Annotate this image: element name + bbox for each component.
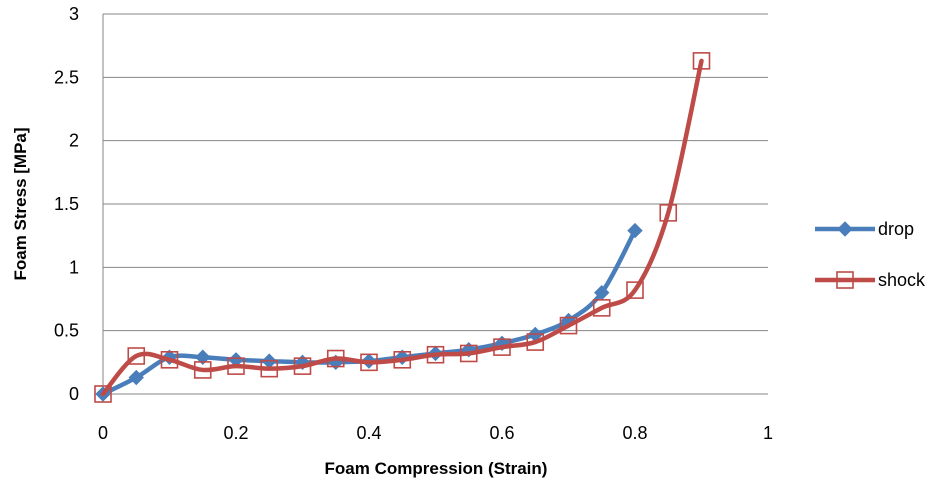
data-point-shock (227, 357, 245, 375)
legend-swatch-marker (836, 271, 854, 289)
x-tick-label: 1 (763, 423, 773, 443)
series-layer (94, 52, 711, 403)
data-point-shock (592, 299, 611, 317)
data-point-shock (493, 338, 511, 356)
data-point-shock (393, 350, 412, 369)
legend-item-drop: drop (815, 219, 914, 239)
x-tick-label: 0.2 (223, 423, 248, 443)
y-axis-title: Foam Stress [MPa] (11, 127, 30, 280)
data-point-shock (260, 359, 279, 378)
data-point-shock (526, 333, 545, 351)
data-point-shock (127, 347, 146, 365)
legend-label: drop (878, 219, 914, 239)
data-point-shock (293, 357, 312, 375)
y-tick-label: 3 (69, 4, 79, 24)
y-tick-label: 1 (69, 257, 79, 277)
legend-label: shock (878, 270, 926, 290)
x-tick-label: 0.8 (622, 423, 647, 443)
data-point-drop (128, 369, 144, 386)
data-point-shock (626, 281, 644, 299)
axes (102, 14, 768, 395)
y-tick-label: 2.5 (54, 67, 79, 87)
x-tick-label: 0 (98, 423, 108, 443)
data-point-shock (459, 344, 478, 363)
y-tick-label: 1.5 (54, 194, 79, 214)
data-point-shock (559, 316, 578, 335)
series-line-shock (100, 58, 704, 397)
data-point-shock (326, 349, 345, 368)
data-point-shock (692, 52, 711, 70)
x-tick-label: 0.6 (489, 423, 514, 443)
x-tick-label: 0.4 (356, 423, 381, 443)
legend-item-shock: shock (815, 270, 926, 290)
gridlines (103, 13, 768, 332)
legend: drop shock (815, 219, 926, 290)
data-point-shock (160, 350, 179, 369)
series-line-drop (100, 228, 638, 397)
y-tick-label: 0.5 (54, 321, 79, 341)
series-shock (94, 52, 711, 403)
data-point-shock (659, 204, 678, 222)
series-drop (95, 222, 643, 402)
data-point-shock (360, 353, 378, 372)
data-point-shock (193, 361, 212, 379)
data-point-shock (426, 345, 445, 364)
y-tick-label: 2 (69, 131, 79, 151)
data-point-drop (627, 222, 643, 239)
data-point-shock (94, 385, 112, 403)
legend-swatch-marker (837, 221, 853, 237)
y-tick-label: 0 (69, 384, 79, 404)
x-axis-title: Foam Compression (Strain) (325, 459, 548, 478)
tick-labels: 0 0.5 1 1.5 2 2.5 3 0 0.2 0.4 0.6 0.8 1 (54, 4, 773, 443)
data-point-drop (195, 349, 211, 365)
